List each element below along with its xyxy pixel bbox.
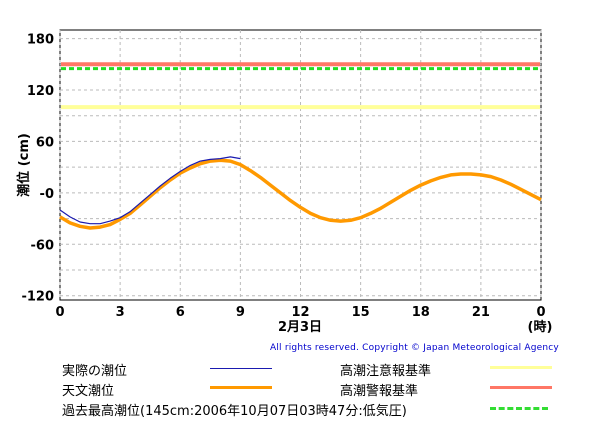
x-tick-label: 0 (55, 305, 64, 320)
legend-astro-label: 天文潮位 (62, 384, 115, 399)
y-axis-label: 潮位 (cm) (16, 133, 32, 197)
actual-tide-line (59, 156, 241, 225)
legend-advisory-label: 高潮注意報基準 (340, 364, 432, 379)
legend-advisory-swatch (490, 366, 552, 369)
series-lines (59, 156, 542, 230)
astronomical-tide-line (59, 158, 542, 230)
x-tick-labels: 0 3 6 9 12 15 18 21 0 (55, 305, 545, 320)
x-tick-label: 12 (291, 305, 309, 320)
x-tick-label: 6 (176, 305, 185, 320)
y-tick-label: 180 (27, 33, 54, 48)
x-tick-label: 15 (352, 305, 370, 320)
y-tick-label: 120 (27, 84, 54, 99)
legend-warning-label: 高潮警報基準 (340, 384, 419, 399)
y-tick-label: -120 (21, 290, 54, 305)
y-tick-label: -0 (40, 187, 54, 202)
copyright-notice: All rights reserved. Copyright © Japan M… (270, 343, 559, 353)
legend-record-swatch (490, 407, 548, 410)
legend-record-label: 過去最高潮位(145cm:2006年10月07日03時47分:低気圧) (62, 404, 407, 419)
legend-actual-swatch (210, 368, 272, 369)
x-tick-label: 21 (472, 305, 490, 320)
x-axis-unit: (時) (528, 319, 553, 335)
legend-warning-swatch (490, 386, 552, 389)
x-tick-label: 18 (412, 305, 430, 320)
x-tick-label: 9 (236, 305, 245, 320)
x-tick-label: 0 (536, 305, 545, 320)
y-tick-labels: 180 120 60 -0 -60 -120 (21, 33, 54, 305)
y-tick-label: -60 (31, 238, 55, 253)
legend-actual-label: 実際の潮位 (62, 364, 128, 379)
x-tick-label: 3 (116, 305, 125, 320)
legend-astro-swatch (210, 386, 272, 389)
x-axis-label: 2月3日 (278, 320, 322, 335)
reference-lines (61, 62, 540, 110)
y-tick-label: 60 (36, 135, 54, 150)
